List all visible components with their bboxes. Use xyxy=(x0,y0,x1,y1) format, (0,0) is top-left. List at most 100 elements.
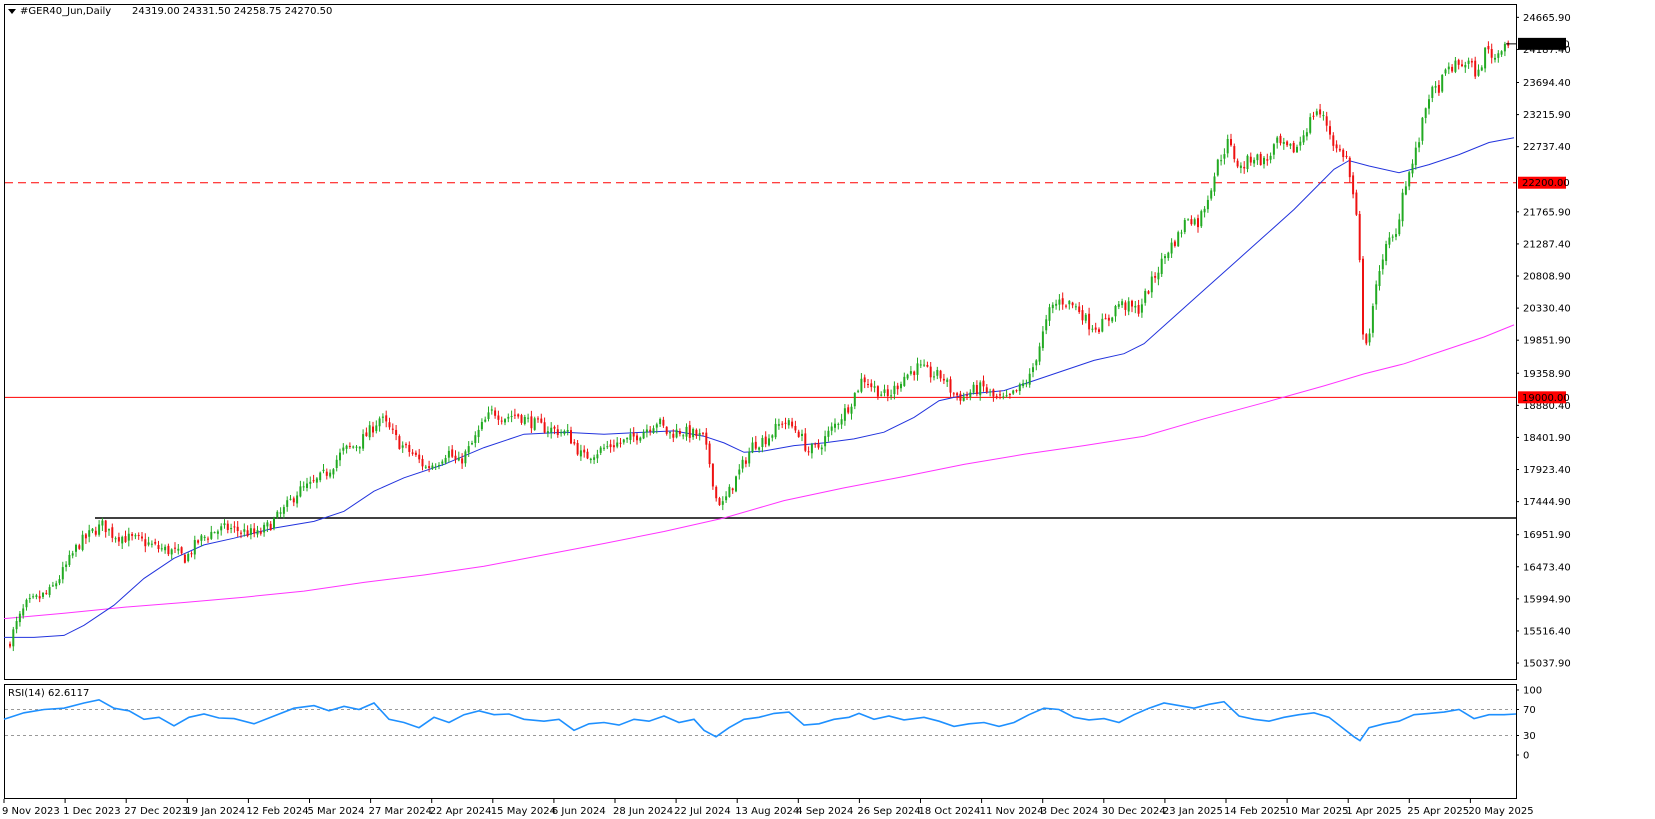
price-tick-label: 20808.90 xyxy=(1523,272,1571,283)
candle-body xyxy=(114,538,117,540)
candle-body xyxy=(348,445,351,447)
candle-body xyxy=(1362,258,1364,335)
candle-body xyxy=(966,394,968,396)
candle-body xyxy=(721,501,724,505)
candle-body xyxy=(259,531,262,534)
candle-body xyxy=(1098,329,1100,332)
rsi-label: RSI(14) 62.6117 xyxy=(8,688,89,699)
candle-body xyxy=(249,528,252,535)
candle-body xyxy=(1302,135,1305,143)
candle-body xyxy=(51,585,54,587)
rsi-panel-frame xyxy=(4,684,1517,799)
candle-body xyxy=(1325,116,1328,126)
candle-body xyxy=(1028,373,1031,385)
candle-body xyxy=(900,384,902,389)
candle-body xyxy=(1424,108,1427,118)
time-tick-label: 18 Oct 2024 xyxy=(919,806,981,817)
candle-body xyxy=(830,426,833,431)
dropdown-triangle-icon[interactable] xyxy=(8,9,16,14)
candle-body xyxy=(530,416,533,429)
price-tick-label: 16951.90 xyxy=(1523,530,1571,541)
candle-body xyxy=(454,455,457,460)
current-price-badge: 24270.50 xyxy=(1522,39,1570,50)
candle-body xyxy=(434,466,437,468)
candle-body xyxy=(75,544,77,552)
candle-body xyxy=(688,425,691,438)
candle-body xyxy=(675,429,678,438)
candle-body xyxy=(494,410,497,416)
candle-body xyxy=(513,414,516,416)
candle-body xyxy=(748,451,751,464)
candle-body xyxy=(1101,318,1104,332)
candle-body xyxy=(1180,232,1183,234)
candle-body xyxy=(820,447,823,450)
candle-body xyxy=(1319,109,1322,115)
candle-body xyxy=(883,389,886,393)
candle-body xyxy=(108,529,110,531)
rsi-tick-label: 70 xyxy=(1523,705,1536,716)
candle-body xyxy=(659,418,662,425)
candle-body xyxy=(1121,301,1124,306)
candle-body xyxy=(919,364,922,366)
candle-body xyxy=(1342,149,1345,158)
candle-body xyxy=(731,488,734,491)
candle-body xyxy=(141,536,143,539)
candle-body xyxy=(909,371,912,374)
candle-body xyxy=(1206,199,1209,210)
candle-body xyxy=(1272,144,1275,155)
candle-body xyxy=(1289,143,1292,146)
candle-body xyxy=(71,553,74,556)
candle-body xyxy=(1385,243,1388,262)
candle-body xyxy=(1088,313,1091,330)
candle-body xyxy=(791,421,794,427)
candle-body xyxy=(504,419,506,423)
candle-body xyxy=(1276,137,1279,143)
candle-body xyxy=(1140,304,1143,313)
candle-body xyxy=(999,394,1001,396)
price-badges: 22200.00 19000.00 24270.50 xyxy=(1506,37,1570,404)
candle-body xyxy=(1371,306,1374,333)
candle-body xyxy=(761,437,764,448)
candle-body xyxy=(180,547,183,554)
candle-body xyxy=(1173,241,1176,246)
candle-body xyxy=(1451,66,1454,72)
price-tick-label: 16473.40 xyxy=(1523,562,1571,573)
candle-body xyxy=(12,629,15,647)
candle-body xyxy=(1408,172,1411,187)
candle-body xyxy=(461,458,464,464)
candle-body xyxy=(207,538,209,540)
candle-body xyxy=(1230,139,1232,146)
candle-body xyxy=(741,459,744,469)
candle-body xyxy=(147,542,150,545)
candle-body xyxy=(253,528,256,534)
candle-body xyxy=(48,587,51,595)
candle-body xyxy=(1018,384,1021,392)
candle-body xyxy=(200,535,203,541)
candle-body xyxy=(870,383,873,388)
candle-body xyxy=(424,466,427,468)
candle-body xyxy=(906,374,909,379)
candle-body xyxy=(827,430,830,437)
candle-body xyxy=(523,417,526,424)
candle-body xyxy=(1200,211,1203,227)
candle-body xyxy=(1183,220,1186,233)
candle-body xyxy=(929,366,932,378)
candle-body xyxy=(1190,219,1193,225)
candle-body xyxy=(655,424,658,428)
candle-body xyxy=(1061,298,1064,305)
candle-body xyxy=(405,444,407,446)
candle-body xyxy=(497,415,500,420)
candle-body xyxy=(718,498,721,506)
candle-body xyxy=(1068,300,1071,305)
candle-body xyxy=(1391,236,1394,238)
candle-body xyxy=(55,583,58,587)
candle-body xyxy=(956,393,959,396)
candle-body xyxy=(233,526,236,528)
candle-body xyxy=(619,442,622,444)
candle-body xyxy=(1470,61,1473,63)
candle-body xyxy=(814,443,817,445)
candle-body xyxy=(563,431,566,434)
candle-body xyxy=(702,432,704,434)
candle-body xyxy=(480,421,483,430)
